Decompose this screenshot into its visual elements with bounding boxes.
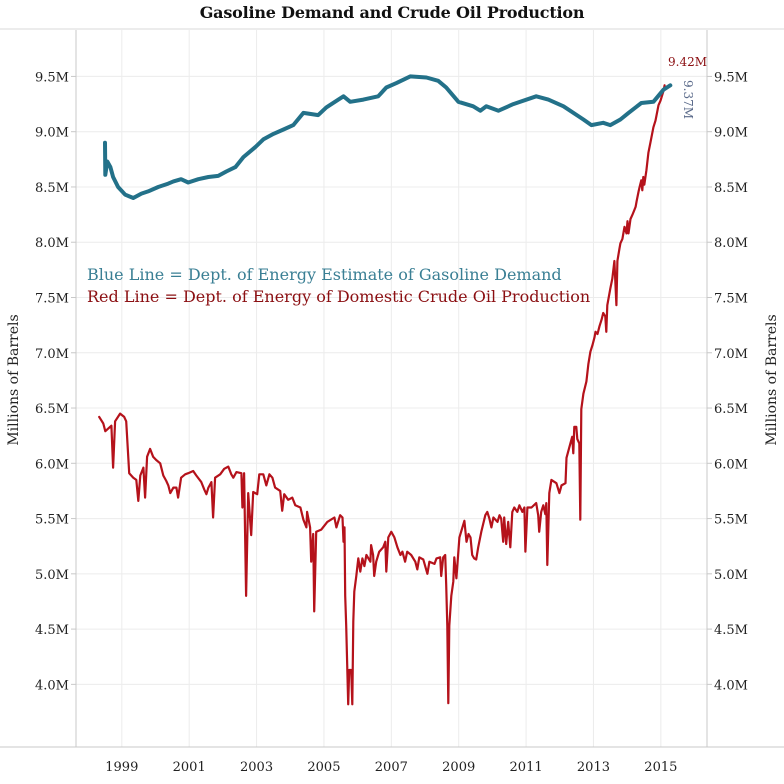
left-y-tick-label: 8.5M bbox=[35, 181, 69, 196]
red-line-annotation: Red Line = Dept. of Energy of Domestic C… bbox=[87, 287, 590, 306]
red-end-label: 9.42M bbox=[668, 55, 707, 69]
right-y-tick-label: 7.0M bbox=[714, 347, 748, 362]
right-y-tick-label: 5.0M bbox=[714, 568, 748, 583]
right-y-tick-label: 4.0M bbox=[714, 678, 748, 693]
left-y-axis-title: Millions of Barrels bbox=[6, 314, 22, 445]
x-tick-label: 2013 bbox=[577, 760, 610, 775]
left-y-tick-label: 4.5M bbox=[35, 623, 69, 638]
left-y-tick-label: 5.0M bbox=[35, 568, 69, 583]
gridlines bbox=[76, 30, 707, 747]
x-ticks: 1999 2001 2003 2005 2007 2009 2011 2013 2015 bbox=[105, 760, 677, 775]
x-tick-label: 2005 bbox=[307, 760, 340, 775]
x-tick-label: 2009 bbox=[442, 760, 475, 775]
right-y-axis-title: Millions of Barrels bbox=[764, 314, 780, 445]
right-y-tick-label: 7.5M bbox=[714, 291, 748, 306]
left-y-tick-label: 8.0M bbox=[35, 236, 69, 251]
left-y-tick-label: 6.5M bbox=[35, 402, 69, 417]
left-y-tick-label: 7.5M bbox=[35, 291, 69, 306]
left-y-tick-label: 9.0M bbox=[35, 126, 69, 141]
x-tick-label: 2007 bbox=[375, 760, 408, 775]
blue-line-annotation: Blue Line = Dept. of Energy Estimate of … bbox=[87, 265, 562, 284]
right-y-tick-label: 8.5M bbox=[714, 181, 748, 196]
left-y-tick-label: 5.5M bbox=[35, 513, 69, 528]
left-y-tick-label: 6.0M bbox=[35, 457, 69, 472]
gasoline-demand-line bbox=[103, 74, 673, 200]
right-y-tick-label: 9.5M bbox=[714, 70, 748, 85]
x-tick-label: 2015 bbox=[644, 760, 677, 775]
right-y-ticks: 4.0M 4.5M 5.0M 5.5M 6.0M 6.5M 7.0M 7.5M 8.0M 8.5M… bbox=[707, 70, 748, 693]
left-y-tick-label: 9.5M bbox=[35, 70, 69, 85]
x-tick-label: 2011 bbox=[510, 760, 543, 775]
chart-title: Gasoline Demand and Crude Oil Production bbox=[199, 3, 585, 22]
crude-production-line bbox=[98, 84, 666, 706]
left-y-tick-label: 7.0M bbox=[35, 347, 69, 362]
right-y-tick-label: 6.5M bbox=[714, 402, 748, 417]
left-y-tick-label: 4.0M bbox=[35, 678, 69, 693]
left-y-ticks: 4.0M 4.5M 5.0M 5.5M 6.0M 6.5M 7.0M 7.5M 8.0M 8.5M… bbox=[35, 70, 76, 693]
right-y-tick-label: 8.0M bbox=[714, 236, 748, 251]
right-y-tick-label: 6.0M bbox=[714, 457, 748, 472]
x-tick-label: 2001 bbox=[173, 760, 206, 775]
series-group bbox=[98, 74, 673, 706]
right-y-tick-label: 5.5M bbox=[714, 513, 748, 528]
blue-end-label: 9.37M bbox=[681, 80, 695, 119]
right-y-tick-label: 4.5M bbox=[714, 623, 748, 638]
right-y-tick-label: 9.0M bbox=[714, 126, 748, 141]
x-tick-label: 1999 bbox=[105, 760, 138, 775]
x-tick-label: 2003 bbox=[240, 760, 273, 775]
